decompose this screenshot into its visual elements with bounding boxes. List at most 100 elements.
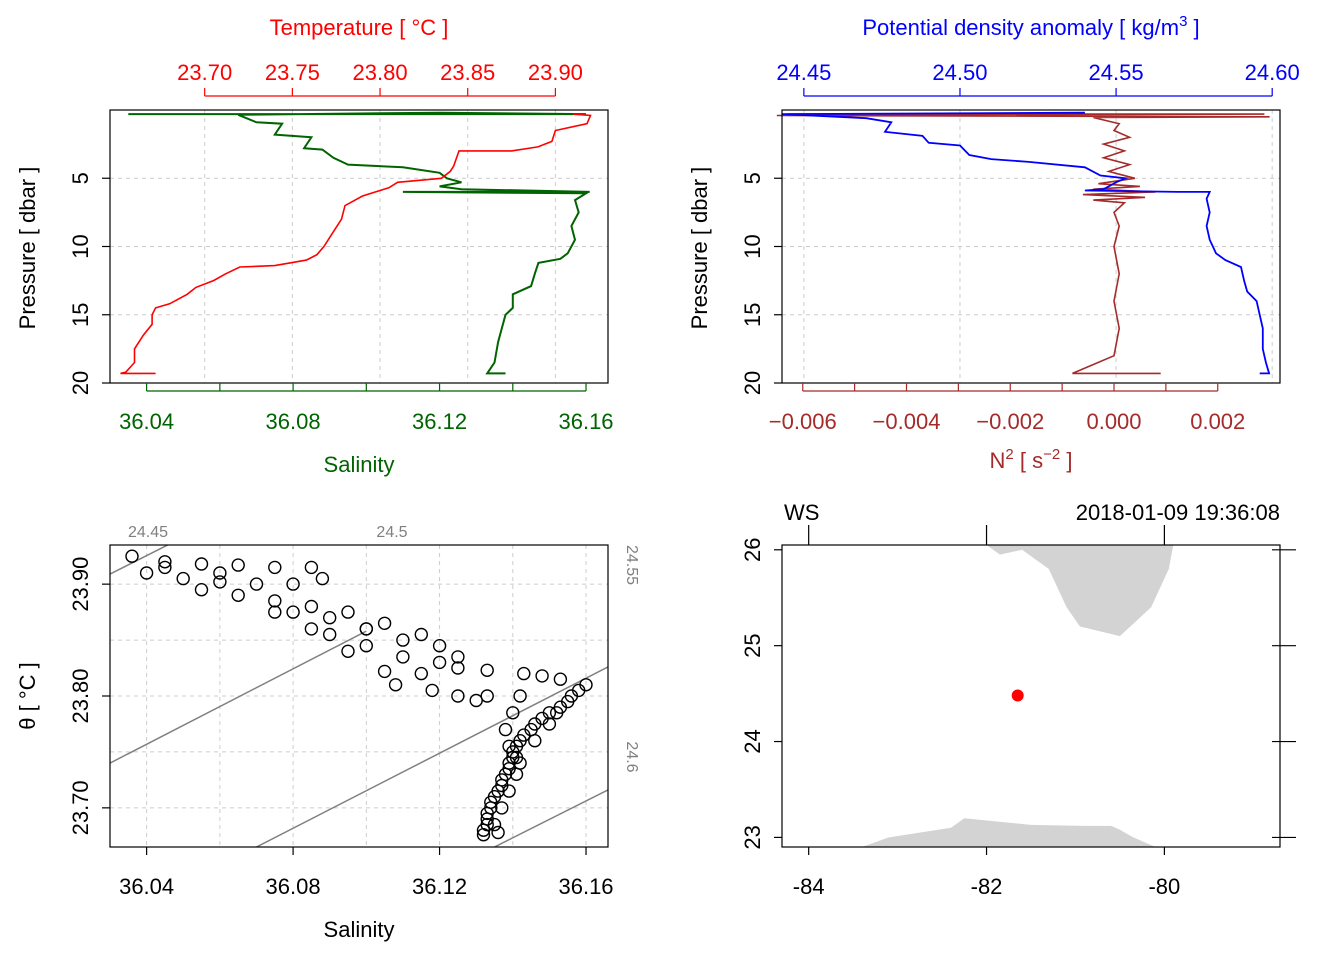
ts-data-point bbox=[286, 605, 300, 619]
p1-pressure-tick-label: 20 bbox=[68, 371, 93, 395]
p3-salinity-axis-title: Salinity bbox=[324, 917, 395, 942]
p2-bottom-tick-label: −0.004 bbox=[873, 409, 941, 434]
land-polygon bbox=[862, 818, 1156, 847]
ts-data-point bbox=[502, 739, 516, 753]
longitude-axis: -84 -82 -80 bbox=[793, 847, 1180, 899]
p2-bottom-tick-label: 0.000 bbox=[1086, 409, 1141, 434]
density-profile-line bbox=[781, 111, 1271, 375]
ts-data-point bbox=[268, 605, 282, 619]
p1-pressure-axis-title: Pressure [ dbar ] bbox=[15, 167, 40, 330]
ts-data-point bbox=[268, 594, 282, 608]
ts-data-point bbox=[480, 806, 494, 821]
salinity-profile-line bbox=[128, 111, 590, 375]
p1-pressure-tick-label: 5 bbox=[68, 172, 93, 184]
density-profile-series bbox=[781, 111, 1271, 375]
n2-axis-title-units: [ s bbox=[1014, 448, 1043, 473]
temperature-axis: 23.70 23.75 23.80 23.85 23.90 bbox=[177, 60, 583, 97]
ts-data-point bbox=[425, 683, 439, 698]
ts-data-point bbox=[158, 555, 172, 569]
ts-data-point bbox=[396, 650, 410, 664]
ts-data-point bbox=[495, 801, 509, 815]
station-name-label: WS bbox=[784, 500, 819, 525]
isopycnal-label: 24.5 bbox=[376, 524, 407, 541]
p3-salinity-tick-label: 36.16 bbox=[558, 874, 613, 899]
latitude-tick-label: 26 bbox=[740, 538, 765, 562]
isopycnal-lines bbox=[110, 545, 608, 847]
p1-top-tick-label: 23.70 bbox=[177, 60, 232, 85]
n2-axis-title: N2 [ s−2 ] bbox=[990, 446, 1073, 473]
n2-axis: −0.006 −0.004 −0.002 0.000 0.002 bbox=[769, 383, 1245, 434]
ts-data-point bbox=[491, 825, 505, 840]
ts-data-point bbox=[304, 599, 319, 614]
coastline-land bbox=[862, 545, 1174, 847]
station-time-label: 2018-01-09 19:36:08 bbox=[1076, 500, 1280, 525]
ts-data-point bbox=[432, 639, 447, 653]
ts-data-point bbox=[487, 817, 502, 832]
ts-data-point bbox=[550, 706, 564, 720]
salinity-axis-title: Salinity bbox=[324, 452, 395, 477]
p2-pressure-axis-title: Pressure [ dbar ] bbox=[687, 167, 712, 330]
isopycnal-line bbox=[494, 789, 608, 847]
ts-data-point bbox=[528, 734, 542, 748]
ts-data-point bbox=[125, 549, 139, 563]
longitude-tick-label: -82 bbox=[971, 874, 1003, 899]
p1-bottom-tick-label: 36.08 bbox=[266, 409, 321, 434]
n2-profile-line bbox=[776, 113, 1270, 375]
isopycnal-labels: 24.45 24.5 24.55 24.6 bbox=[128, 524, 640, 773]
p1-pressure-axis: 5 10 15 20 bbox=[68, 172, 110, 395]
p3-salinity-tick-label: 36.12 bbox=[412, 874, 467, 899]
ts-data-point bbox=[323, 627, 337, 642]
p2-pressure-axis: 5 10 15 20 bbox=[740, 172, 782, 395]
station-marker bbox=[1011, 689, 1024, 702]
ts-data-point bbox=[513, 689, 527, 703]
isopycnal-label: 24.45 bbox=[128, 524, 168, 541]
p3-theta-tick-label: 23.80 bbox=[68, 668, 93, 723]
temperature-axis-title: Temperature [ °C ] bbox=[270, 15, 449, 40]
p3-salinity-tick-label: 36.04 bbox=[119, 874, 174, 899]
ts-data-point bbox=[213, 575, 227, 589]
ts-data-point bbox=[286, 577, 300, 591]
ts-data-point bbox=[194, 557, 209, 571]
p1-pressure-tick-label: 15 bbox=[68, 303, 93, 327]
longitude-tick-label: -80 bbox=[1148, 874, 1180, 899]
p2-top-tick-label: 24.50 bbox=[932, 60, 987, 85]
p2-gridlines bbox=[782, 110, 1280, 383]
ts-data-point bbox=[377, 616, 392, 630]
ts-data-point bbox=[535, 669, 549, 683]
temperature-profile-line bbox=[120, 113, 592, 375]
ts-diagram-panel: 36.04 36.08 36.12 36.16 23.70 23.80 23.90 24.… bbox=[15, 524, 640, 942]
p1-top-tick-label: 23.75 bbox=[265, 60, 320, 85]
ts-data-point bbox=[414, 666, 428, 681]
p3-theta-tick-label: 23.90 bbox=[68, 557, 93, 612]
p1-top-tick-label: 23.90 bbox=[528, 60, 583, 85]
latitude-axis: 23 24 25 26 bbox=[740, 538, 782, 850]
n2-axis-title-end: ] bbox=[1060, 448, 1072, 473]
ts-data-point bbox=[414, 627, 428, 642]
p2-pressure-tick-label: 10 bbox=[740, 234, 765, 258]
p2-bottom-tick-label: −0.006 bbox=[769, 409, 837, 434]
ts-data-point bbox=[194, 583, 209, 597]
p1-top-tick-label: 23.85 bbox=[440, 60, 495, 85]
salinity-profile-series bbox=[128, 111, 590, 375]
p1-top-tick-label: 23.80 bbox=[353, 60, 408, 85]
p3-gridlines bbox=[110, 545, 608, 847]
ts-data-point bbox=[231, 588, 245, 602]
isopycnal-line bbox=[110, 630, 367, 764]
ts-data-point bbox=[396, 633, 410, 647]
ts-data-point bbox=[139, 566, 154, 580]
salinity-axis: 36.04 36.08 36.12 36.16 bbox=[119, 383, 614, 434]
ts-data-point bbox=[513, 756, 527, 770]
p2-pressure-tick-label: 20 bbox=[740, 371, 765, 395]
density-axis-title-exponent: 3 bbox=[1179, 13, 1187, 30]
latitude-tick-label: 24 bbox=[740, 729, 765, 753]
p3-salinity-axis: 36.04 36.08 36.12 36.16 bbox=[119, 847, 614, 899]
ts-data-point bbox=[451, 661, 465, 675]
ts-scatter-points bbox=[125, 549, 593, 842]
n2-axis-title-n: N bbox=[990, 448, 1006, 473]
density-axis: 24.45 24.50 24.55 24.60 bbox=[776, 60, 1300, 97]
n2-axis-title-units-exponent: −2 bbox=[1043, 446, 1060, 463]
ts-data-point bbox=[176, 571, 190, 586]
p2-top-tick-label: 24.45 bbox=[776, 60, 831, 85]
n2-profile-series bbox=[776, 113, 1270, 375]
